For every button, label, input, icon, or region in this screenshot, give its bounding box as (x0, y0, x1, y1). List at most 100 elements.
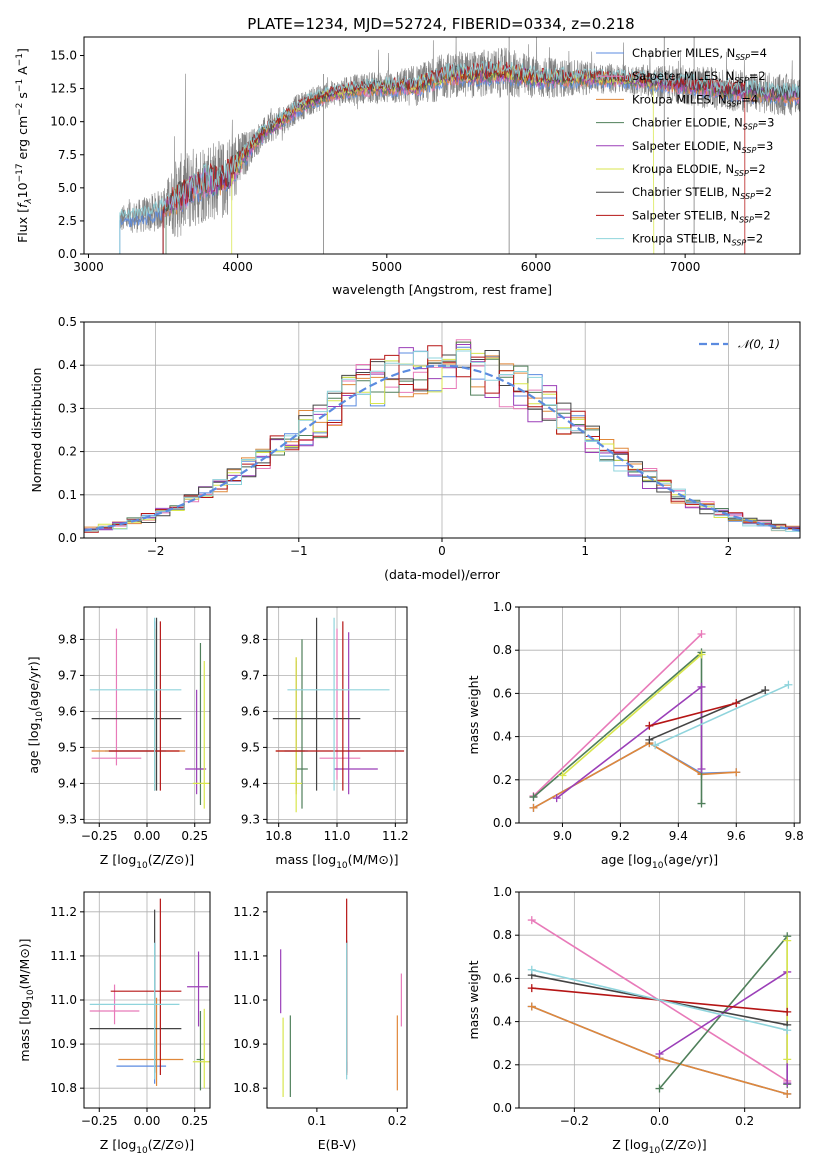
y-tick-label: 0.0 (58, 531, 77, 545)
weights-salpeter-elodie (552, 682, 706, 803)
y-tick-label: 10.8 (233, 1081, 260, 1095)
label-part: (M/M⊙ (348, 852, 389, 867)
errorbar-kroupa-miles (275, 657, 305, 795)
y-tick-label: 0.6 (493, 971, 512, 985)
weight-line (649, 689, 766, 741)
x-axis-label: Z [log10(Z/Z⊙)] (612, 1137, 706, 1156)
label-part: −2 (15, 103, 25, 116)
legend: 𝒩(0, 1) (699, 337, 780, 351)
errorbar-kroupa-elodie (192, 661, 210, 809)
label-part: −1 (15, 79, 25, 92)
legend-label: Salpeter ELODIE, NSSP=3 (632, 139, 773, 155)
x-axis-label: mass [log10(M/M⊙)] (275, 852, 398, 871)
legend-label: Chabrier ELODIE, NSSP=3 (632, 116, 774, 132)
legend-label: Kroupa STELIB, NSSP=2 (632, 232, 763, 248)
y-axis-label: mass weight (466, 960, 481, 1039)
label-part: SSP (734, 169, 749, 178)
panel-spectrum: 3000 4000 5000 6000 7000 0.0 2.5 5.0 7.5 10.0 12.5… (15, 36, 801, 297)
label-part: )] (26, 656, 41, 666)
errorbar-chabrier-stelib (272, 617, 361, 791)
label-part: 10 (26, 989, 36, 1001)
label-part: (age/yr (663, 852, 709, 867)
label-part: Normed distribution (29, 368, 44, 493)
weight-marker (558, 771, 567, 780)
weight-marker (527, 1002, 536, 1011)
plot-area (272, 617, 405, 813)
legend-label: Chabrier MILES, NSSP=4 (632, 46, 767, 62)
figure-title: PLATE=1234, MJD=52724, FIBERID=0334, z=0… (247, 15, 634, 33)
legend-label: Kroupa MILES, NSSP=4 (632, 92, 758, 108)
label-part: f (15, 202, 30, 208)
normal-curve (84, 364, 800, 532)
plots: 3000 4000 5000 6000 70000.02.55.07.510.012.5… (15, 36, 804, 1156)
errorbar-chabrier-miles (116, 942, 167, 1084)
y-tick-label: 0.3 (58, 401, 77, 415)
y-tick-label: 5.0 (58, 181, 77, 195)
label-part: )] (184, 1137, 194, 1152)
errorbar-salpeter-elodie (185, 689, 207, 795)
panel-age-vs-mass: 10.8 11.0 11.2 9.3 9.4 9.5 9.6 9.7 9.8 mass [log1… (241, 606, 409, 871)
label-part: (data-model)/error (384, 567, 501, 582)
weight-marker (732, 699, 741, 708)
axes: 0.1 0.2 10.8 10.9 11.0 11.1 11.2 E(B-V) (233, 891, 408, 1152)
y-tick-label: 9.7 (241, 668, 260, 682)
weight-line (531, 969, 788, 1031)
label-part: SSP (742, 146, 757, 155)
label-part: 10 (136, 1146, 148, 1156)
label-part: )] (697, 1137, 707, 1152)
x-axis-label: (data-model)/error (384, 567, 501, 582)
plot-area (84, 339, 800, 538)
weight-line (533, 742, 737, 809)
x-axis-label: Z [log10(Z/Z⊙)] (100, 852, 194, 871)
weights-salpeter-miles (529, 630, 706, 800)
y-tick-label: 11.1 (50, 949, 77, 963)
panel-weights-vs-age: 9.0 9.2 9.4 9.6 9.8 0.0 0.2 0.4 0.6 0.8 1.0 age [lo… (466, 600, 804, 871)
weight-marker (783, 1007, 792, 1016)
y-axis-label: Flux [fλ10−17 erg cm−2 s−1 A−1] (15, 48, 34, 243)
y-tick-label: 0.0 (493, 816, 512, 830)
label-part: 10 (35, 711, 45, 723)
label-part: =3 (758, 116, 775, 130)
x-tick-label: 7000 (670, 260, 701, 274)
x-tick-label: 0.00 (134, 829, 161, 843)
axes-frame (518, 606, 801, 824)
axes: −2 −1 0 1 2 0.0 0.1 0.2 0.3 0.4 0.5 𝒩(0, 1) (data-mo… (29, 315, 801, 582)
weight-marker (761, 686, 770, 695)
weight-marker (655, 1084, 664, 1093)
y-tick-label: 11.2 (50, 905, 77, 919)
x-tick-label: 0.2 (388, 1114, 407, 1128)
axes: −0.25 0.00 0.259.39.49.59.69.79.8Z [log10(… (26, 606, 211, 871)
y-tick-label: 11.0 (233, 993, 260, 1007)
weight-marker (732, 768, 741, 777)
errorbar-salpeter-elodie (334, 632, 378, 795)
label-part: )] (184, 852, 194, 867)
x-tick-label: 9.8 (785, 829, 804, 843)
x-tick-label: 11.0 (324, 829, 351, 843)
weight-marker (645, 735, 654, 744)
weight-marker (529, 793, 538, 802)
errorbar-salpeter-miles (91, 628, 142, 766)
errorbar-kroupa-elodie (290, 657, 302, 813)
x-axis-label: wavelength [Angstrom, rest frame] (332, 282, 552, 297)
errorbar-kroupa-miles (91, 628, 186, 791)
y-tick-label: 0.8 (493, 928, 512, 942)
label-part: SSP (743, 123, 758, 132)
plot-area (89, 898, 210, 1091)
label-part: ] (15, 48, 30, 53)
label-part: Kroupa ELODIE, N (632, 162, 734, 176)
plot-area (119, 37, 800, 254)
y-tick-label: 0.2 (493, 1058, 512, 1072)
weight-line (561, 653, 703, 777)
x-tick-label: 0.00 (134, 1114, 161, 1128)
y-tick-label: 7.5 (58, 148, 77, 162)
plot-area (529, 630, 793, 812)
x-tick-label: 3000 (73, 260, 104, 274)
x-axis-label: age [log10(age/yr)] (601, 852, 718, 871)
y-tick-label: 9.3 (241, 812, 260, 826)
label-part: SSP (735, 53, 750, 62)
y-tick-label: 0.4 (58, 358, 77, 372)
y-tick-label: 9.4 (241, 776, 260, 790)
legend-label: 𝒩(0, 1) (738, 337, 780, 351)
